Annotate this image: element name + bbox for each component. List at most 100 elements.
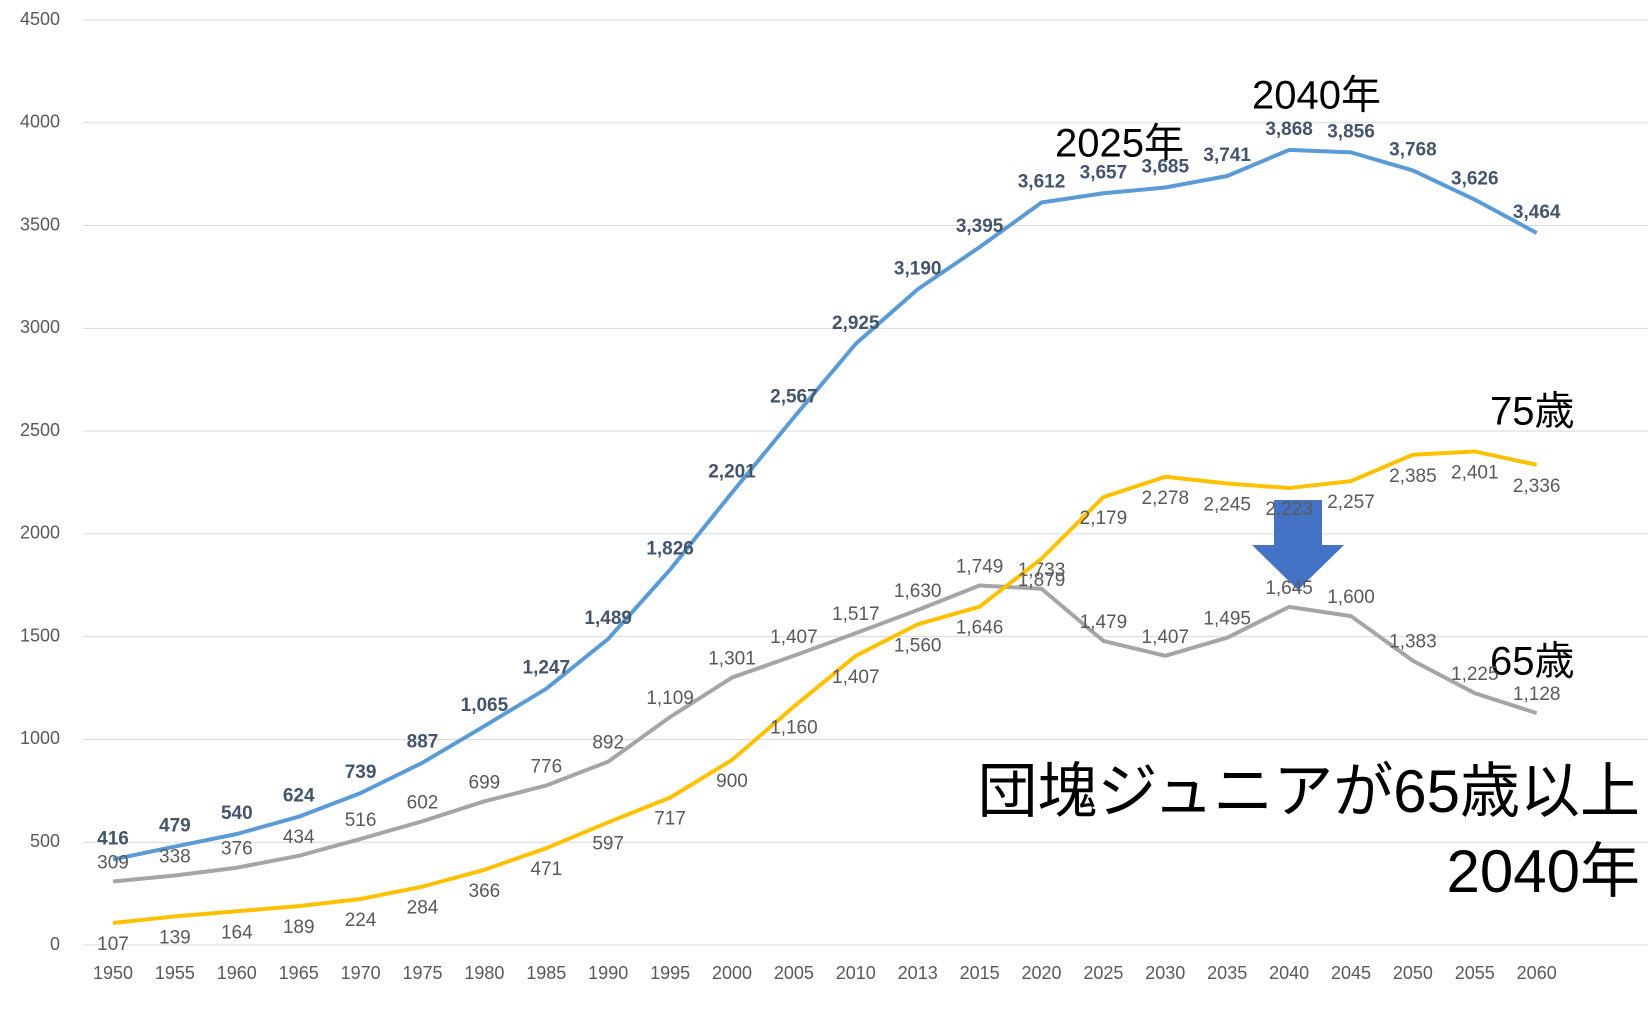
data-label: 189 bbox=[283, 917, 315, 938]
data-label: 3,464 bbox=[1513, 202, 1561, 223]
data-label: 1,407 bbox=[832, 667, 880, 688]
data-label: 107 bbox=[97, 934, 129, 955]
data-label: 717 bbox=[654, 809, 686, 830]
annotation: 75歳 bbox=[1490, 390, 1575, 434]
annotation: 2040年 bbox=[1447, 838, 1640, 905]
y-tick-label: 2500 bbox=[20, 420, 60, 440]
data-label: 1,109 bbox=[646, 688, 694, 709]
x-tick-label: 1955 bbox=[155, 963, 195, 983]
data-label: 1,383 bbox=[1389, 632, 1437, 653]
data-label: 338 bbox=[159, 847, 191, 868]
data-label: 2,201 bbox=[708, 462, 756, 483]
data-label: 3,685 bbox=[1142, 157, 1190, 178]
data-label: 1,749 bbox=[956, 556, 1004, 577]
data-label: 139 bbox=[159, 927, 191, 948]
data-label: 1,489 bbox=[584, 608, 632, 629]
data-label: 2,925 bbox=[832, 313, 880, 334]
data-label: 1,247 bbox=[523, 658, 571, 679]
y-tick-label: 3500 bbox=[20, 214, 60, 234]
data-label: 2,223 bbox=[1265, 499, 1313, 520]
x-tick-label: 1975 bbox=[402, 963, 442, 983]
arrow bbox=[1252, 500, 1344, 590]
data-label: 887 bbox=[407, 732, 439, 753]
data-label: 2,278 bbox=[1142, 488, 1190, 509]
y-tick-label: 4500 bbox=[20, 9, 60, 29]
data-label: 3,868 bbox=[1265, 119, 1313, 140]
y-tick-label: 0 bbox=[50, 934, 60, 954]
data-label: 224 bbox=[345, 910, 377, 931]
data-label: 739 bbox=[345, 762, 377, 783]
data-label: 434 bbox=[283, 827, 315, 848]
annotation: 2040年 bbox=[1252, 74, 1381, 118]
data-label: 1,160 bbox=[770, 718, 818, 739]
data-label: 3,612 bbox=[1018, 172, 1066, 193]
data-label: 1,826 bbox=[646, 539, 694, 560]
data-label: 1,646 bbox=[956, 618, 1004, 639]
data-label: 1,645 bbox=[1265, 578, 1313, 599]
x-tick-label: 1985 bbox=[526, 963, 566, 983]
y-tick-label: 1500 bbox=[20, 625, 60, 645]
x-tick-label: 2000 bbox=[712, 963, 752, 983]
data-label: 3,626 bbox=[1451, 169, 1499, 190]
data-label: 900 bbox=[716, 771, 748, 792]
data-label: 1,128 bbox=[1513, 684, 1561, 705]
data-label: 471 bbox=[530, 859, 562, 880]
data-label: 3,741 bbox=[1203, 145, 1251, 166]
data-label: 2,245 bbox=[1203, 495, 1251, 516]
data-label: 376 bbox=[221, 839, 253, 860]
y-tick-label: 500 bbox=[30, 831, 60, 851]
data-label: 2,179 bbox=[1080, 508, 1128, 529]
y-tick-label: 4000 bbox=[20, 112, 60, 132]
data-label: 2,567 bbox=[770, 386, 818, 407]
x-tick-label: 2055 bbox=[1455, 963, 1495, 983]
data-label: 416 bbox=[97, 829, 129, 850]
data-label: 366 bbox=[469, 881, 501, 902]
data-label: 1,407 bbox=[770, 627, 818, 648]
data-label: 699 bbox=[469, 772, 501, 793]
x-tick-label: 2013 bbox=[898, 963, 938, 983]
data-label: 1,517 bbox=[832, 604, 880, 625]
x-tick-label: 2015 bbox=[960, 963, 1000, 983]
x-tick-label: 1965 bbox=[279, 963, 319, 983]
data-label: 892 bbox=[592, 733, 624, 754]
data-label: 309 bbox=[97, 852, 129, 873]
y-tick-label: 2000 bbox=[20, 523, 60, 543]
data-label: 602 bbox=[407, 792, 439, 813]
data-label: 2,401 bbox=[1451, 462, 1499, 483]
data-label: 1,225 bbox=[1451, 664, 1499, 685]
data-label: 3,856 bbox=[1327, 121, 1375, 142]
data-label: 516 bbox=[345, 810, 377, 831]
annotation: 団塊ジュニアが65歳以上 bbox=[977, 758, 1640, 825]
y-tick-label: 1000 bbox=[20, 728, 60, 748]
data-label: 1,495 bbox=[1203, 609, 1251, 630]
data-label: 1,407 bbox=[1142, 627, 1190, 648]
data-label: 3,768 bbox=[1389, 139, 1437, 160]
x-tick-label: 1950 bbox=[93, 963, 133, 983]
annotation: 65歳 bbox=[1490, 640, 1575, 684]
data-label: 1,600 bbox=[1327, 587, 1375, 608]
x-tick-label: 2005 bbox=[774, 963, 814, 983]
data-label: 1,733 bbox=[1018, 560, 1066, 581]
data-label: 479 bbox=[159, 816, 191, 837]
annotation: 2025年 bbox=[1055, 122, 1184, 166]
x-tick-label: 1960 bbox=[217, 963, 257, 983]
x-tick-label: 2025 bbox=[1083, 963, 1123, 983]
data-label: 597 bbox=[592, 833, 624, 854]
x-tick-label: 2060 bbox=[1517, 963, 1557, 983]
data-label: 2,385 bbox=[1389, 466, 1437, 487]
x-tick-label: 2020 bbox=[1021, 963, 1061, 983]
data-label: 2,336 bbox=[1513, 476, 1561, 497]
x-tick-label: 2030 bbox=[1145, 963, 1185, 983]
series-line bbox=[112, 147, 1538, 862]
y-tick-label: 3000 bbox=[20, 317, 60, 337]
x-tick-label: 2040 bbox=[1269, 963, 1309, 983]
data-label: 1,479 bbox=[1080, 612, 1128, 633]
series-line bbox=[112, 583, 1538, 884]
x-tick-label: 1980 bbox=[464, 963, 504, 983]
x-tick-label: 2010 bbox=[836, 963, 876, 983]
series-line bbox=[112, 449, 1538, 925]
data-label: 1,560 bbox=[894, 635, 942, 656]
data-label: 164 bbox=[221, 922, 253, 943]
x-tick-label: 2035 bbox=[1207, 963, 1247, 983]
data-label: 1,301 bbox=[708, 649, 756, 670]
